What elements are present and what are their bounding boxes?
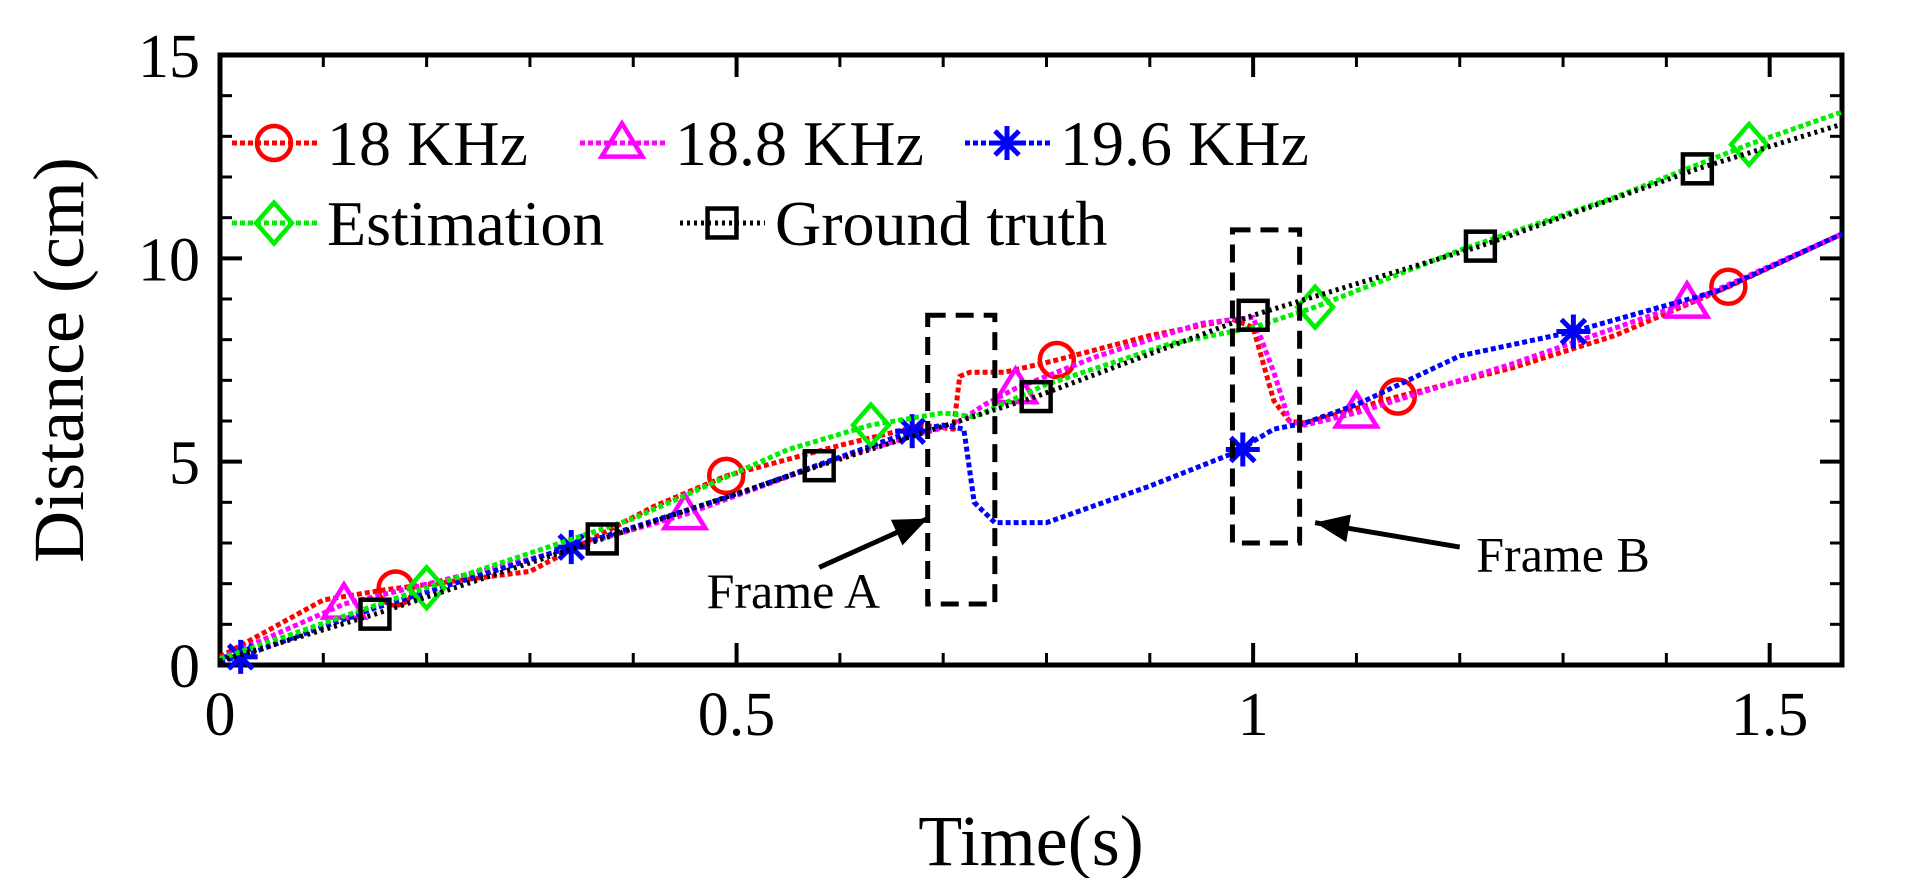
legend-label: Estimation [327, 188, 604, 259]
legend-label: 19.6 KHz [1060, 108, 1309, 179]
x-axis-label: Time(s) [918, 801, 1143, 878]
legend-label: Ground truth [775, 188, 1107, 259]
annotation-label: Frame B [1476, 526, 1650, 582]
series-marker [585, 522, 619, 556]
series-marker [1680, 152, 1715, 186]
annotation-arrowhead [890, 518, 928, 546]
legend-marker [990, 126, 1024, 160]
series-marker [1019, 379, 1053, 414]
series-marker [1709, 267, 1748, 307]
legend: 18 KHz 18.8 KHz 19.6 KHz Estimation Ground t… [232, 108, 1309, 259]
axis-ticks: 0 0.5 1 1.5 0 5 10 15 [138, 23, 1842, 749]
series-marker-stroke [1559, 317, 1588, 346]
annotation-arrowhead [1315, 514, 1351, 543]
series-marker [358, 597, 392, 631]
x-tick-label: 0.5 [698, 681, 776, 749]
plot-frame [217, 52, 1845, 668]
legend-item: Ground truth [680, 188, 1107, 259]
series-marker [1037, 340, 1077, 380]
annotations: Frame A Frame B [707, 227, 1650, 619]
series-marker-stroke [226, 643, 255, 671]
y-axis-label: Distance (cm) [19, 157, 99, 563]
y-tick-label: 15 [138, 23, 200, 91]
legend-marker [254, 123, 294, 163]
series-4 [219, 121, 1843, 664]
series-marker [660, 490, 710, 531]
series-marker [706, 456, 746, 496]
legend-marker-stroke [993, 129, 1021, 157]
series-2 [219, 231, 1844, 674]
series-marker [1236, 298, 1270, 332]
series-marker [1463, 229, 1498, 263]
legend-marker [253, 199, 295, 247]
legend-item: 18 KHz [232, 108, 528, 179]
x-tick-label: 0 [205, 681, 236, 749]
series-marker [850, 401, 892, 449]
series-marker-stroke [898, 417, 926, 445]
series-line [218, 231, 1844, 660]
annotation-label: Frame A [707, 563, 881, 619]
series-marker [1728, 120, 1770, 169]
legend-item: 19.6 KHz [965, 108, 1309, 179]
series-marker [991, 364, 1040, 405]
annotation-box [1229, 227, 1303, 546]
series-0 [218, 231, 1844, 660]
y-tick-label: 0 [169, 633, 200, 701]
annotation-box [925, 312, 998, 607]
series-marker [405, 563, 448, 612]
series-1 [218, 231, 1844, 662]
legend-marker [597, 119, 647, 159]
y-tick-label: 10 [138, 226, 200, 294]
y-tick-label: 5 [169, 430, 200, 498]
legend-label: 18.8 KHz [675, 108, 924, 179]
series-line [219, 231, 1844, 664]
x-tick-label: 1 [1238, 681, 1269, 749]
legend-item: 18.8 KHz [580, 108, 924, 179]
legend-marker [705, 206, 739, 240]
series-marker [802, 449, 836, 483]
series-line [218, 231, 1844, 662]
legend-label: 18 KHz [327, 108, 528, 179]
series-marker [895, 414, 930, 449]
x-tick-label: 1.5 [1731, 681, 1809, 749]
legend-item: Estimation [232, 188, 604, 259]
series-marker [1556, 314, 1591, 349]
